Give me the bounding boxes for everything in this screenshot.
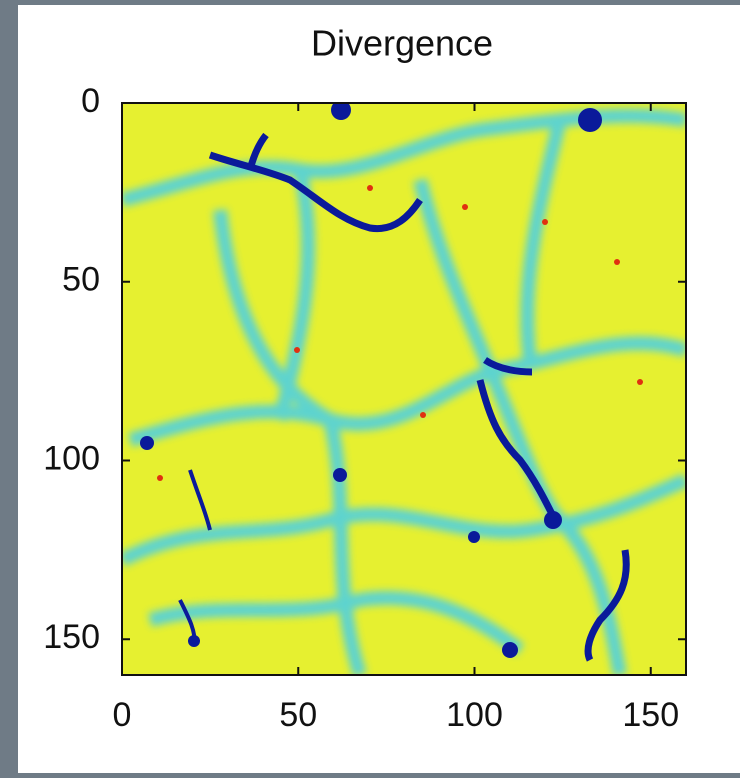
y-tick-label: 100 xyxy=(43,439,100,477)
y-tick-label: 150 xyxy=(43,618,100,656)
y-tick-label: 0 xyxy=(81,82,100,120)
x-tick-label: 100 xyxy=(446,696,503,734)
y-tick-label: 50 xyxy=(62,261,100,299)
plot-frame xyxy=(121,102,687,676)
x-tick-label: 50 xyxy=(279,696,317,734)
x-tick-label: 0 xyxy=(113,696,132,734)
x-tick-label: 150 xyxy=(622,696,679,734)
heatmap-image xyxy=(122,103,686,675)
chart-title: Divergence xyxy=(311,23,493,64)
